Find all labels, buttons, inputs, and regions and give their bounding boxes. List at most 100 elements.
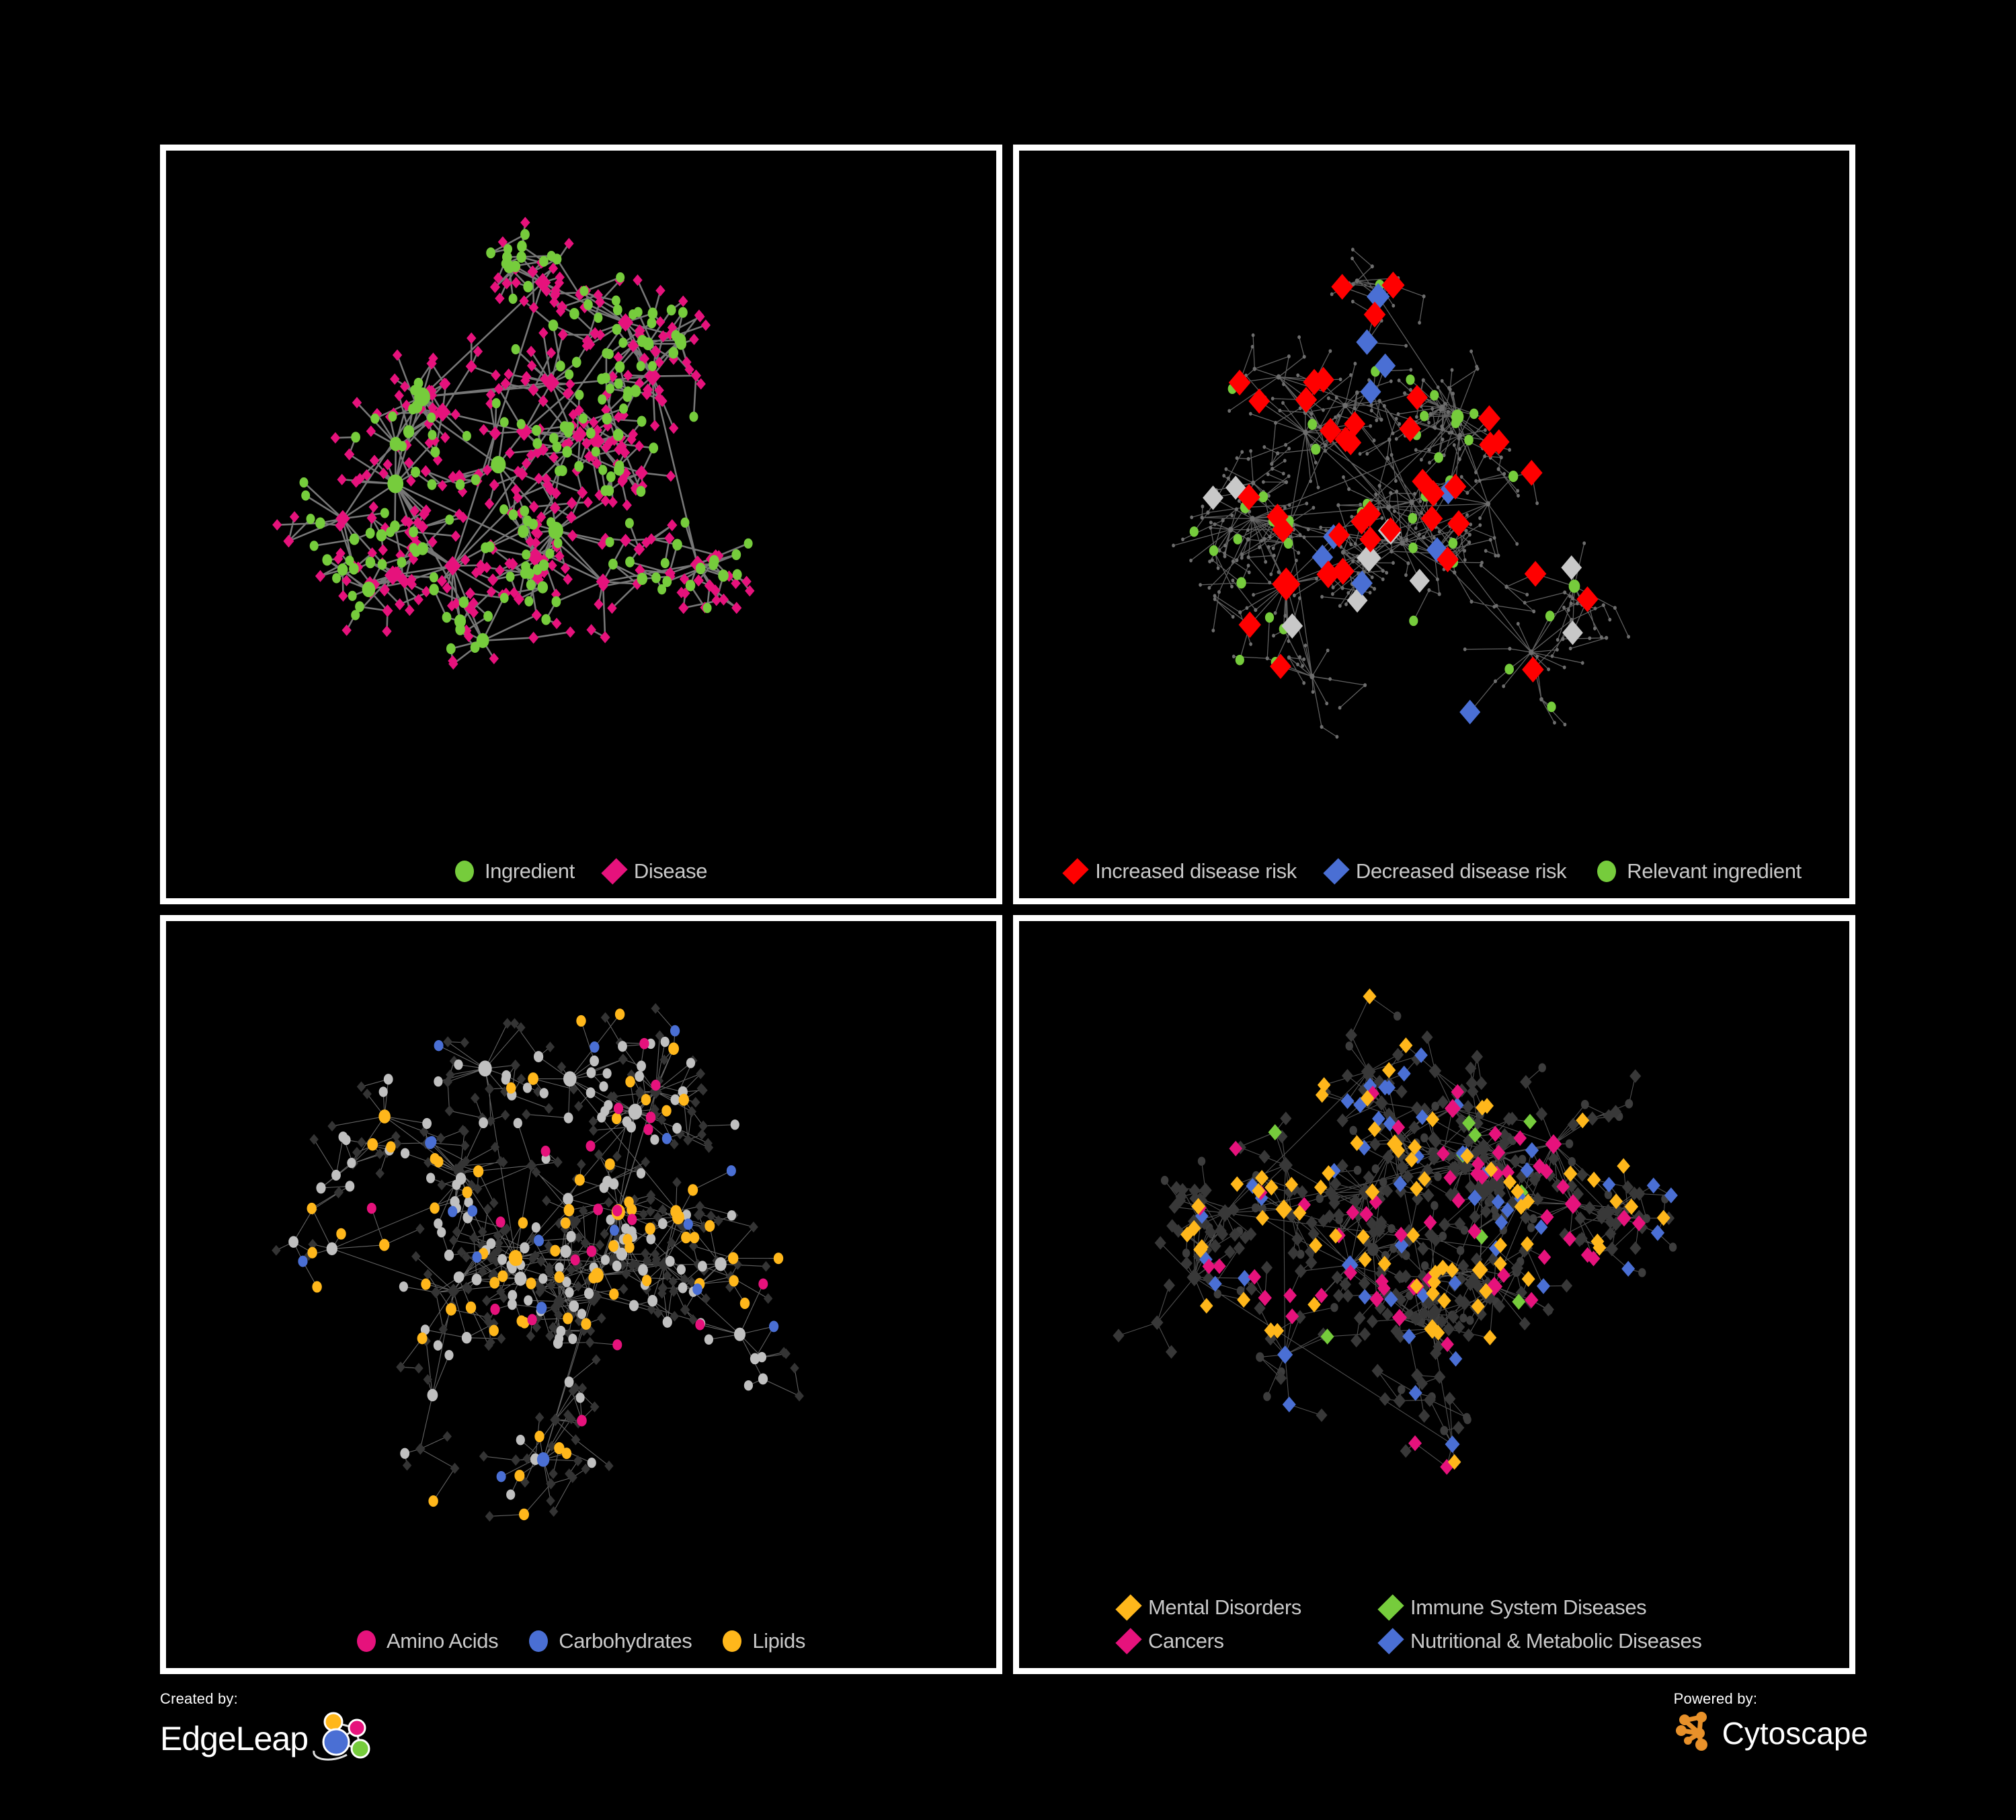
network-node-diamond[interactable]	[1392, 1047, 1404, 1062]
network-node-diamond[interactable]	[649, 420, 660, 432]
network-node-circle[interactable]	[1422, 294, 1426, 299]
network-node-diamond[interactable]	[1213, 1258, 1226, 1274]
network-node-circle[interactable]	[1446, 409, 1451, 414]
network-node-diamond[interactable]	[1540, 1208, 1554, 1225]
network-node-diamond[interactable]	[521, 457, 532, 469]
network-node-circle[interactable]	[1351, 559, 1355, 564]
network-node-circle[interactable]	[597, 373, 606, 385]
network-node-diamond[interactable]	[1340, 1093, 1355, 1109]
network-node-circle[interactable]	[1189, 558, 1193, 563]
network-node-diamond[interactable]	[496, 1333, 506, 1344]
network-node-circle[interactable]	[1235, 456, 1239, 461]
network-node-circle[interactable]	[1529, 1214, 1537, 1223]
network-node-circle[interactable]	[1251, 480, 1256, 485]
network-node-diamond[interactable]	[711, 594, 721, 606]
network-node-circle[interactable]	[1231, 615, 1235, 619]
network-node-circle[interactable]	[550, 1244, 561, 1257]
network-node-circle[interactable]	[461, 1331, 472, 1343]
network-node-diamond[interactable]	[1240, 1230, 1252, 1244]
network-node-diamond[interactable]	[1248, 388, 1271, 414]
network-node-diamond[interactable]	[545, 1041, 555, 1052]
network-node-circle[interactable]	[1357, 559, 1360, 563]
network-node-diamond[interactable]	[493, 1244, 503, 1255]
network-node-circle[interactable]	[672, 539, 682, 551]
network-node-circle[interactable]	[1230, 584, 1234, 589]
network-node-diamond[interactable]	[555, 550, 565, 562]
network-node-circle[interactable]	[508, 509, 518, 520]
network-node-circle[interactable]	[413, 377, 424, 389]
network-node-diamond[interactable]	[366, 425, 376, 437]
network-node-circle[interactable]	[612, 428, 624, 441]
network-node-circle[interactable]	[636, 360, 645, 372]
network-node-circle[interactable]	[1568, 646, 1572, 651]
network-node-diamond[interactable]	[485, 389, 496, 401]
network-node-circle[interactable]	[464, 1196, 473, 1208]
network-node-diamond[interactable]	[1186, 1268, 1202, 1286]
network-node-circle[interactable]	[1484, 428, 1487, 432]
network-node-diamond[interactable]	[437, 479, 448, 491]
network-node-circle[interactable]	[1351, 282, 1355, 287]
network-node-diamond[interactable]	[573, 1455, 583, 1466]
network-node-circle[interactable]	[481, 542, 490, 553]
network-node-diamond[interactable]	[619, 1283, 629, 1294]
network-node-diamond[interactable]	[689, 333, 699, 346]
network-node-circle[interactable]	[565, 369, 574, 380]
network-node-circle[interactable]	[1328, 677, 1332, 681]
network-node-circle[interactable]	[1539, 697, 1543, 702]
network-node-circle[interactable]	[1478, 479, 1482, 483]
network-node-circle[interactable]	[518, 524, 529, 539]
network-node-diamond[interactable]	[608, 370, 618, 383]
network-node-circle[interactable]	[1605, 635, 1609, 640]
network-node-circle[interactable]	[1302, 535, 1306, 539]
network-node-circle[interactable]	[611, 295, 620, 306]
network-node-diamond[interactable]	[436, 575, 448, 588]
network-node-circle[interactable]	[618, 1040, 627, 1052]
network-node-circle[interactable]	[514, 1271, 527, 1285]
network-node-diamond[interactable]	[606, 1091, 616, 1102]
network-node-diamond[interactable]	[1411, 1368, 1424, 1382]
network-node-circle[interactable]	[1397, 379, 1401, 383]
network-node-diamond[interactable]	[407, 549, 417, 561]
network-node-diamond[interactable]	[634, 324, 645, 338]
network-node-circle[interactable]	[429, 584, 439, 596]
network-node-diamond[interactable]	[335, 547, 346, 559]
network-node-diamond[interactable]	[655, 1030, 665, 1041]
network-node-diamond[interactable]	[1294, 1263, 1307, 1278]
network-node-circle[interactable]	[1298, 406, 1302, 411]
network-node-circle[interactable]	[409, 526, 418, 538]
network-node-circle[interactable]	[1342, 402, 1348, 409]
network-node-circle[interactable]	[1580, 1099, 1589, 1109]
network-node-circle[interactable]	[1553, 721, 1556, 725]
network-node-circle[interactable]	[561, 1217, 571, 1229]
network-node-diamond[interactable]	[554, 1309, 563, 1320]
network-node-circle[interactable]	[1440, 1425, 1449, 1435]
network-node-diamond[interactable]	[414, 1362, 424, 1374]
network-node-diamond[interactable]	[1275, 1199, 1293, 1219]
network-node-diamond[interactable]	[483, 1203, 493, 1214]
network-node-diamond[interactable]	[1375, 1095, 1388, 1111]
network-node-circle[interactable]	[1227, 409, 1232, 413]
network-node-circle[interactable]	[377, 559, 387, 570]
network-node-diamond[interactable]	[1509, 1154, 1522, 1168]
network-node-diamond[interactable]	[394, 389, 404, 401]
network-node-diamond[interactable]	[1467, 1189, 1482, 1206]
network-node-circle[interactable]	[1464, 528, 1468, 533]
network-node-circle[interactable]	[557, 465, 567, 477]
network-node-circle[interactable]	[1235, 558, 1239, 563]
network-node-circle[interactable]	[445, 514, 454, 525]
network-node-diamond[interactable]	[546, 347, 557, 359]
network-node-diamond[interactable]	[1605, 1241, 1619, 1256]
network-node-diamond[interactable]	[695, 1200, 705, 1212]
network-node-circle[interactable]	[499, 504, 509, 515]
network-node-circle[interactable]	[577, 1308, 587, 1319]
network-node-diamond[interactable]	[1393, 1175, 1408, 1192]
network-node-circle[interactable]	[1281, 401, 1285, 405]
network-node-circle[interactable]	[1305, 502, 1309, 506]
network-node-diamond[interactable]	[565, 378, 575, 390]
network-node-diamond[interactable]	[549, 1505, 559, 1517]
network-node-circle[interactable]	[1256, 1351, 1264, 1362]
network-node-circle[interactable]	[399, 1281, 408, 1292]
network-node-circle[interactable]	[1442, 453, 1446, 457]
network-node-circle[interactable]	[349, 563, 359, 575]
network-node-circle[interactable]	[516, 1314, 526, 1327]
